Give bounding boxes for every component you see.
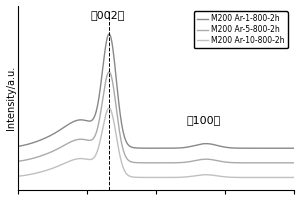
M200 Ar-1-800-2h [285, 147, 288, 149]
M200 Ar-10-800-2h [234, 176, 238, 179]
M200 Ar-5-800-2h [285, 162, 288, 164]
M200 Ar-1-800-2h [292, 147, 296, 149]
M200 Ar-1-800-2h [16, 145, 20, 148]
M200 Ar-5-800-2h [16, 160, 20, 162]
M200 Ar-5-800-2h [234, 162, 238, 164]
Text: （100）: （100） [186, 115, 220, 125]
M200 Ar-1-800-2h [151, 147, 154, 149]
M200 Ar-1-800-2h [31, 142, 34, 144]
M200 Ar-10-800-2h [285, 176, 288, 179]
M200 Ar-10-800-2h [144, 176, 147, 179]
M200 Ar-10-800-2h [31, 173, 34, 175]
M200 Ar-10-800-2h [292, 176, 296, 179]
Line: M200 Ar-5-800-2h: M200 Ar-5-800-2h [18, 72, 294, 163]
Y-axis label: Intensity/a.u.: Intensity/a.u. [6, 66, 16, 130]
Line: M200 Ar-10-800-2h: M200 Ar-10-800-2h [18, 108, 294, 177]
Line: M200 Ar-1-800-2h: M200 Ar-1-800-2h [18, 34, 294, 148]
M200 Ar-1-800-2h [285, 147, 288, 149]
M200 Ar-10-800-2h [16, 175, 20, 177]
M200 Ar-10-800-2h [107, 107, 111, 109]
Text: （002）: （002） [91, 10, 125, 20]
M200 Ar-5-800-2h [285, 162, 288, 164]
M200 Ar-5-800-2h [107, 71, 111, 73]
M200 Ar-5-800-2h [144, 162, 147, 164]
M200 Ar-10-800-2h [285, 176, 288, 179]
M200 Ar-1-800-2h [234, 147, 238, 149]
M200 Ar-10-800-2h [151, 176, 154, 179]
M200 Ar-5-800-2h [31, 157, 34, 160]
M200 Ar-1-800-2h [144, 147, 147, 149]
M200 Ar-5-800-2h [151, 162, 154, 164]
M200 Ar-1-800-2h [107, 33, 111, 35]
M200 Ar-5-800-2h [292, 162, 296, 164]
Legend: M200 Ar-1-800-2h, M200 Ar-5-800-2h, M200 Ar-10-800-2h: M200 Ar-1-800-2h, M200 Ar-5-800-2h, M200… [194, 11, 288, 48]
